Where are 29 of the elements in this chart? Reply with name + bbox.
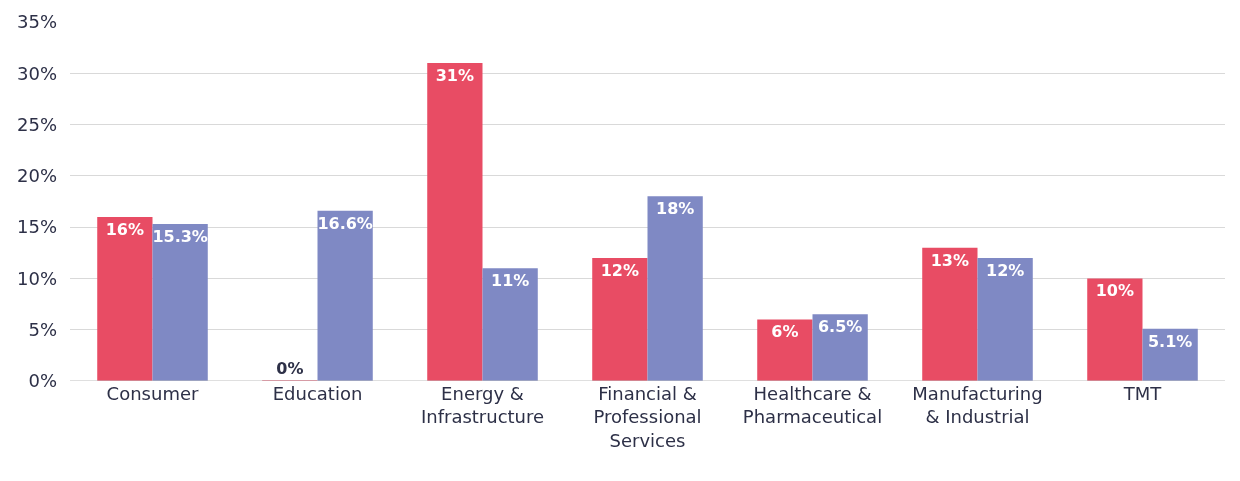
y-tick-label: 5% [28,319,57,341]
data-label: 11% [490,271,530,291]
data-label: 16% [105,219,145,239]
data-label: 6% [771,322,799,342]
data-label: 6.5% [817,317,863,337]
data-label: 12% [600,260,640,280]
data-label: 13% [930,250,970,270]
x-tick-label: Energy & Infrastructure [420,383,545,428]
x-tick-label: Healthcare & Pharmaceutical [742,383,883,428]
data-label: 12% [985,260,1025,280]
y-tick-label: 15% [16,216,57,238]
x-tick-label: Financial & Professional Services [593,383,702,451]
x-tick-label: Manufacturing & Industrial [912,383,1043,428]
y-tick-label: 35% [16,11,57,33]
y-tick-label: 10% [16,267,57,289]
data-label: 15.3% [152,227,208,247]
y-tick-label: 25% [16,113,57,135]
data-label: 18% [655,199,695,219]
x-tick-label: TMT [1122,383,1163,404]
data-label: 0% [276,359,304,379]
x-tick-label: Education [272,383,363,404]
data-label: 16.6% [317,213,373,233]
data-label: 31% [435,66,475,86]
data-label: 5.1% [1147,331,1193,351]
y-tick-label: 0% [28,370,57,392]
data-label: 10% [1095,281,1135,301]
y-tick-label: 30% [16,62,57,84]
x-tick-label: Consumer [106,383,199,404]
y-tick-label: 20% [16,165,57,187]
